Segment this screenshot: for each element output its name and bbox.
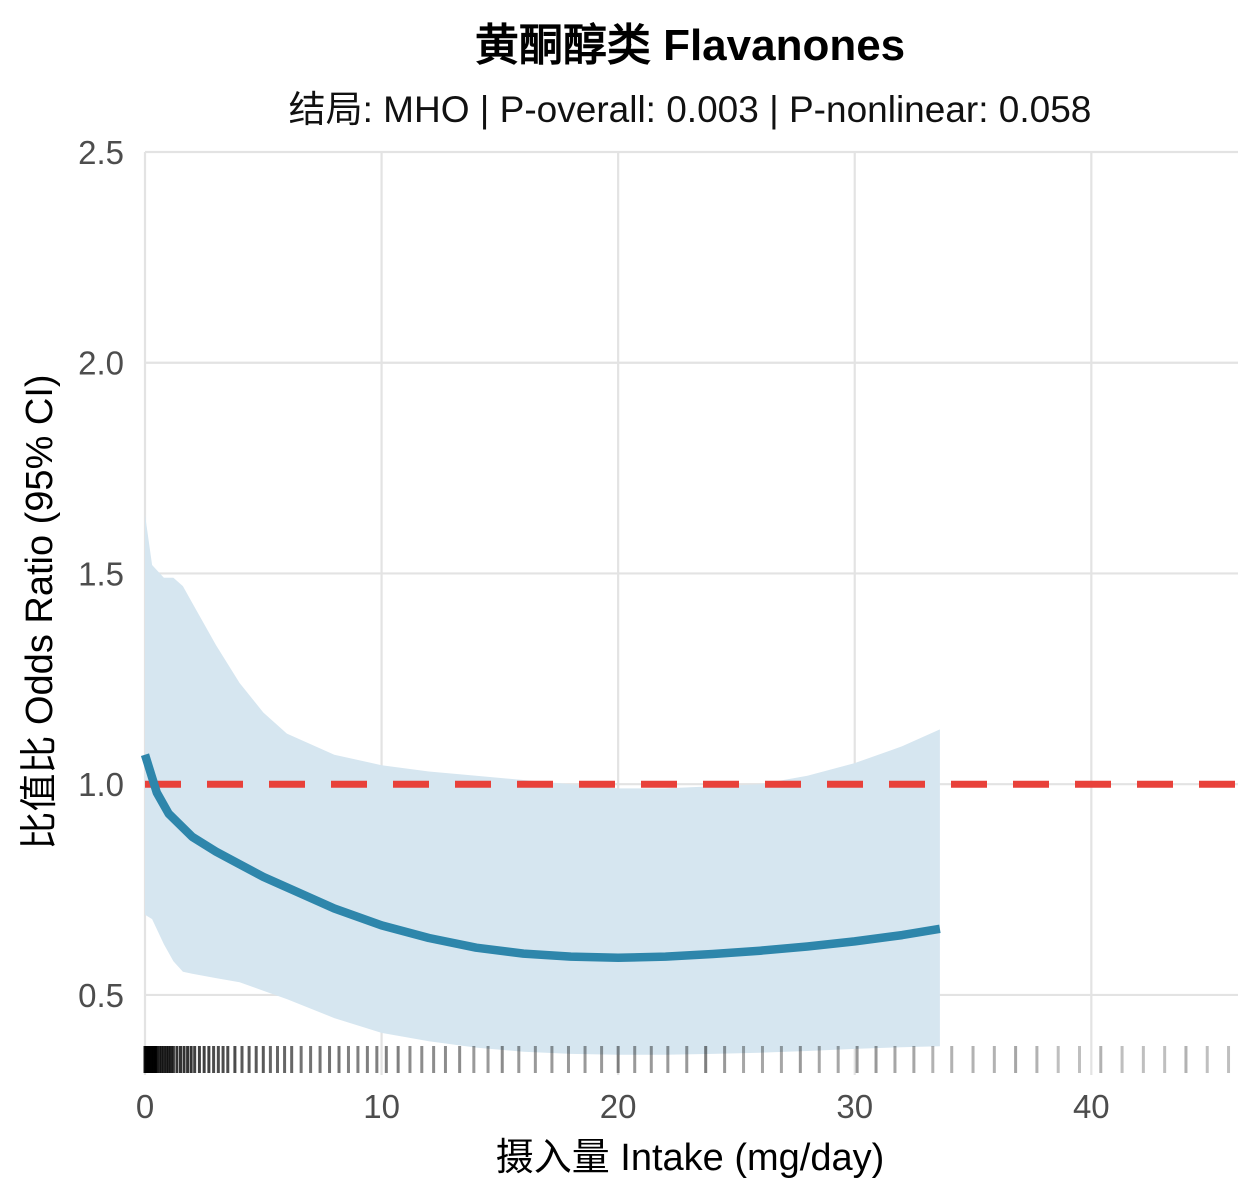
y-tick-label: 0.5 [78, 977, 124, 1014]
x-tick-label: 20 [600, 1088, 637, 1125]
x-tick-label: 30 [836, 1088, 873, 1125]
x-axis-title: 摄入量 Intake (mg/day) [496, 1137, 885, 1179]
y-tick-label: 1.0 [78, 766, 124, 803]
y-tick-label: 1.5 [78, 555, 124, 592]
x-tick-labels: 0 10 20 30 40 [136, 1088, 1110, 1125]
estimate-line [140, 753, 941, 963]
y-tick-labels: 0.5 1.0 1.5 2.0 2.5 [78, 134, 124, 1014]
rug-layer [143, 1046, 1231, 1073]
y-tick-label: 2.0 [78, 345, 124, 382]
x-tick-label: 10 [363, 1088, 400, 1125]
x-tick-label: 0 [136, 1088, 154, 1125]
y-axis-title: 比值比 Odds Ratio (95% CI) [19, 374, 61, 849]
chart-subtitle: 结局: MHO | P-overall: 0.003 | P-nonlinear… [289, 89, 1092, 130]
estimate-line-layer [140, 753, 941, 963]
y-tick-label: 2.5 [78, 134, 124, 171]
x-tick-label: 40 [1073, 1088, 1110, 1125]
chart-title: 黄酮醇类 Flavanones [475, 21, 905, 70]
